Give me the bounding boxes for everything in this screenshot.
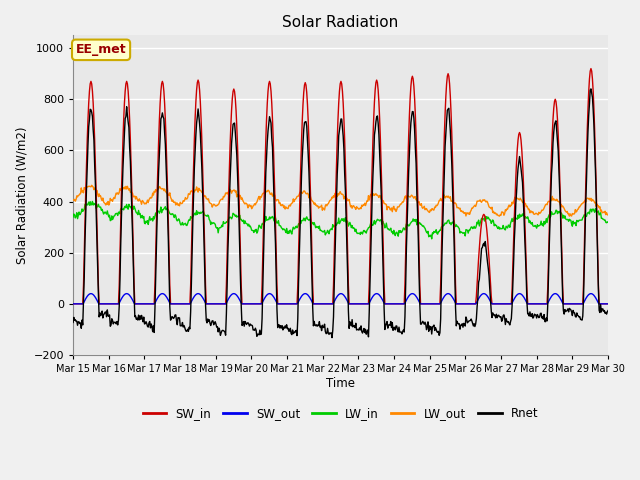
LW_out: [189, 189, 196, 195]
SW_in: [134, 301, 141, 307]
SW_in: [216, 301, 224, 307]
LW_out: [422, 206, 429, 212]
SW_out: [79, 301, 86, 307]
Text: EE_met: EE_met: [76, 43, 126, 56]
Rnet: [216, 333, 224, 338]
Line: LW_in: LW_in: [73, 202, 608, 239]
LW_in: [406, 221, 414, 227]
Legend: SW_in, SW_out, LW_in, LW_out, Rnet: SW_in, SW_out, LW_in, LW_out, Rnet: [138, 402, 543, 425]
Rnet: [188, 247, 196, 253]
Title: Solar Radiation: Solar Radiation: [282, 15, 399, 30]
SW_in: [188, 218, 196, 224]
SW_out: [422, 301, 429, 307]
Rnet: [587, 86, 595, 92]
Rnet: [328, 335, 336, 340]
Y-axis label: Solar Radiation (W/m2): Solar Radiation (W/m2): [15, 126, 28, 264]
SW_in: [69, 301, 77, 307]
Rnet: [604, 308, 612, 313]
SW_in: [406, 112, 413, 118]
LW_in: [88, 199, 96, 204]
Rnet: [134, 317, 141, 323]
LW_in: [135, 207, 143, 213]
Rnet: [79, 322, 86, 328]
LW_out: [88, 182, 95, 188]
SW_out: [218, 301, 225, 307]
LW_in: [189, 214, 196, 219]
LW_in: [69, 214, 77, 220]
SW_out: [406, 292, 414, 298]
X-axis label: Time: Time: [326, 377, 355, 390]
LW_in: [428, 236, 436, 242]
SW_in: [604, 301, 612, 307]
Line: Rnet: Rnet: [73, 89, 608, 337]
LW_in: [422, 228, 429, 233]
SW_out: [69, 301, 77, 307]
Rnet: [422, 322, 429, 327]
LW_out: [69, 197, 77, 203]
LW_out: [566, 213, 573, 219]
Rnet: [406, 132, 414, 138]
SW_in: [421, 301, 429, 307]
SW_in: [79, 301, 86, 307]
Line: LW_out: LW_out: [73, 185, 608, 216]
LW_out: [135, 198, 143, 204]
LW_out: [406, 194, 414, 200]
LW_in: [604, 219, 612, 225]
Rnet: [69, 320, 77, 325]
SW_out: [87, 291, 95, 297]
LW_out: [218, 196, 225, 202]
Line: SW_in: SW_in: [73, 69, 608, 304]
SW_out: [189, 296, 196, 301]
Line: SW_out: SW_out: [73, 294, 608, 304]
SW_out: [135, 301, 143, 307]
LW_in: [218, 224, 225, 230]
SW_in: [587, 66, 595, 72]
LW_in: [79, 208, 86, 214]
LW_out: [604, 212, 612, 218]
SW_out: [604, 301, 612, 307]
LW_out: [79, 188, 86, 193]
